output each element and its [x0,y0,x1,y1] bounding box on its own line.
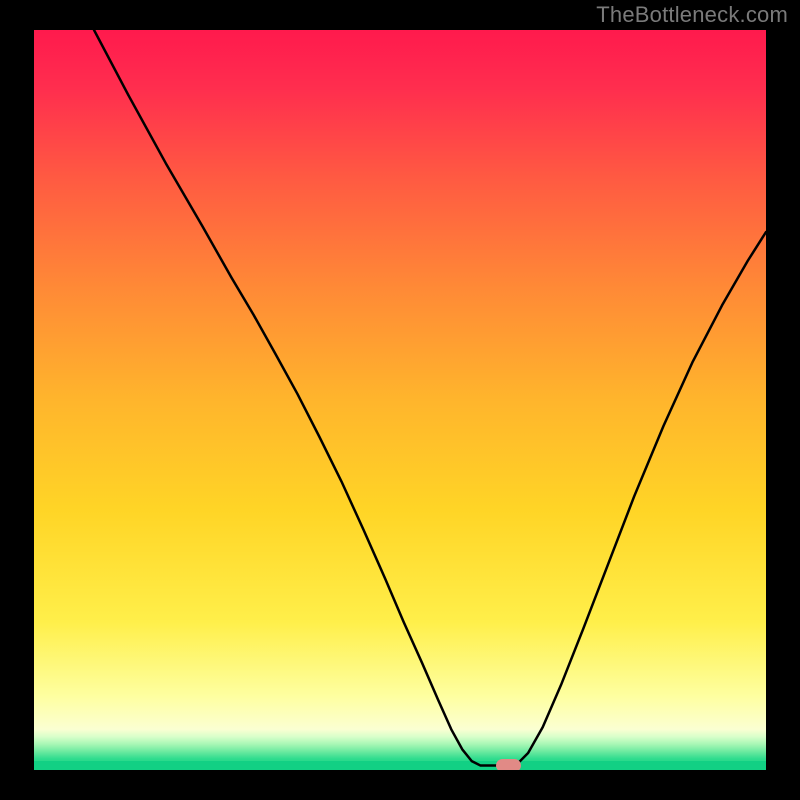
bottleneck-curve [34,30,766,770]
curve-line-path [94,30,766,766]
stage: TheBottleneck.com [0,0,800,800]
watermark-text: TheBottleneck.com [596,2,788,28]
optimum-marker [496,759,521,770]
plot-area [34,30,766,770]
